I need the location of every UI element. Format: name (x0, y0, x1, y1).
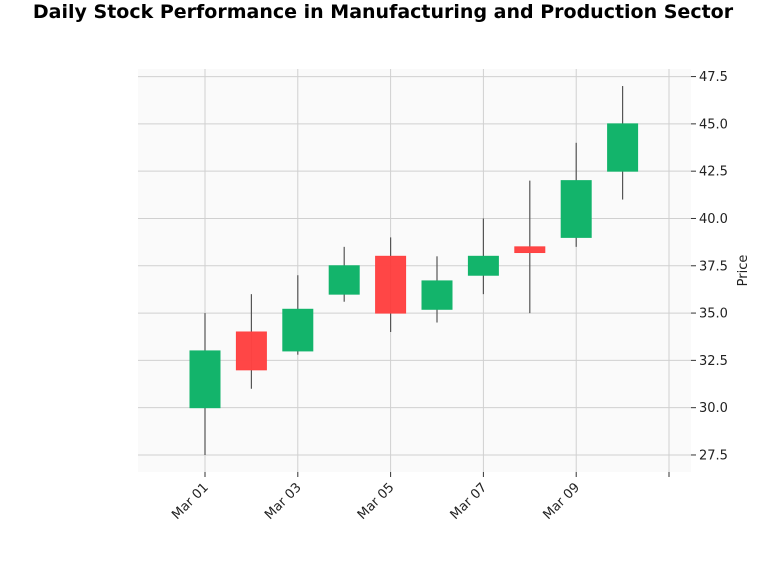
candle-body-up (607, 123, 639, 172)
candle-body-down (514, 246, 546, 254)
x-tick-label: Mar 01 (169, 480, 212, 523)
y-tick-label: 40.0 (699, 212, 728, 227)
x-tick-label: Mar 03 (262, 480, 305, 523)
candle-body-up (189, 350, 221, 409)
y-tick-label: 30.0 (699, 401, 728, 416)
candle-body-up (560, 180, 592, 238)
candle-body-up (421, 280, 453, 310)
y-axis-label: Price (736, 255, 751, 287)
plot-area (138, 69, 691, 472)
y-tick-label: 47.5 (699, 70, 728, 85)
y-tick-label: 27.5 (699, 448, 728, 463)
candle-body-up (467, 255, 499, 276)
y-tick-label: 32.5 (699, 354, 728, 369)
y-tick-label: 42.5 (699, 165, 728, 180)
candle-body-down (375, 255, 407, 314)
x-tick-label: Mar 05 (355, 480, 398, 523)
y-tick-label: 37.5 (699, 259, 728, 274)
candle-body-up (282, 308, 314, 352)
chart-title: Daily Stock Performance in Manufacturing… (32, 1, 734, 23)
y-tick-label: 35.0 (699, 307, 728, 322)
x-tick-label: Mar 07 (448, 480, 491, 523)
x-tick-label: Mar 09 (540, 480, 583, 523)
candle-body-down (235, 331, 267, 371)
y-tick-label: 45.0 (699, 117, 728, 132)
candle-body-up (328, 265, 360, 295)
